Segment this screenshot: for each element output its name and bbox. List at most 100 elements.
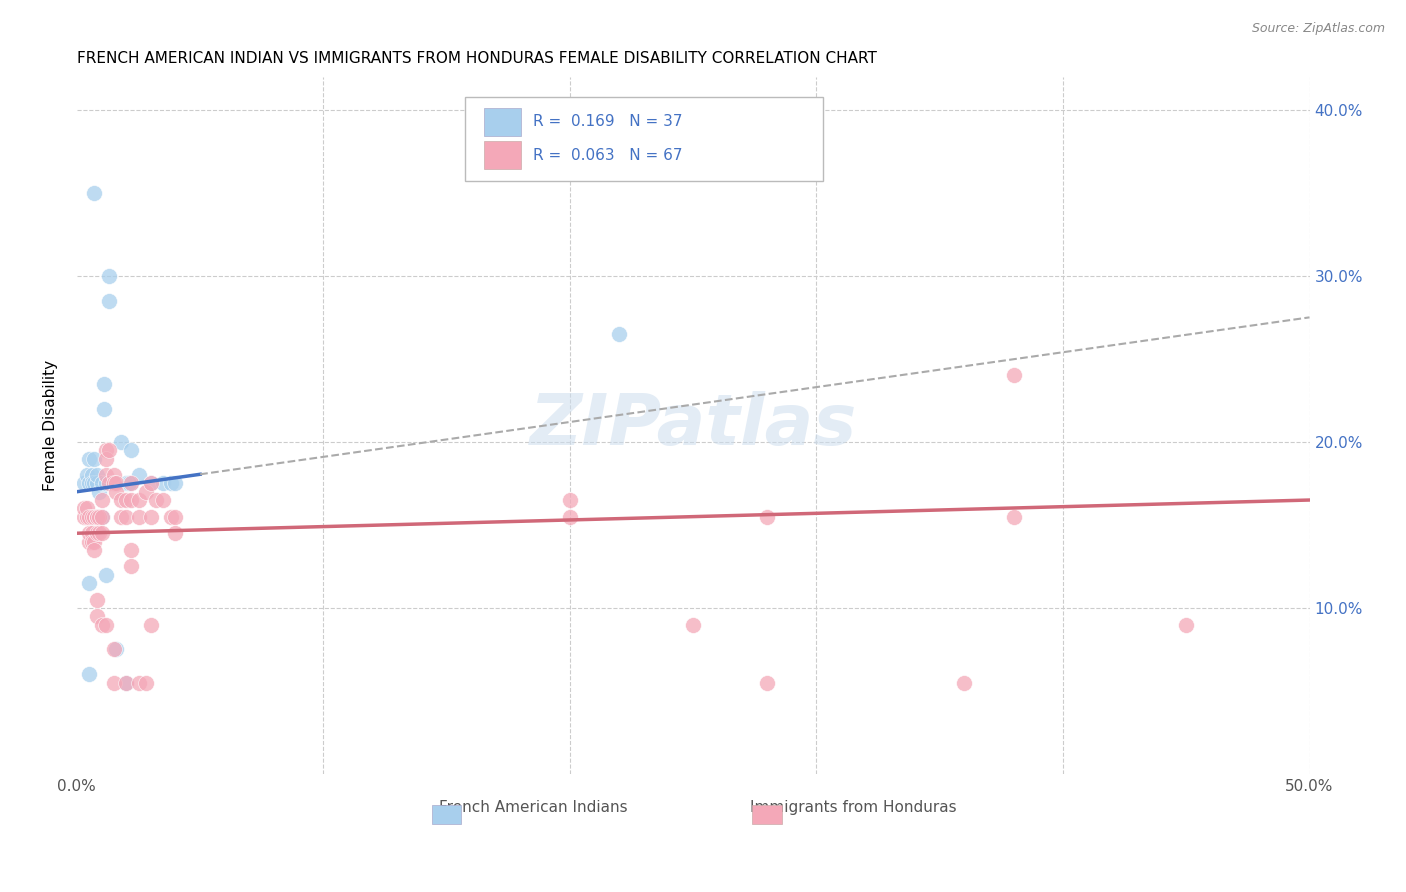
Point <box>83 534 105 549</box>
Text: Source: ZipAtlas.com: Source: ZipAtlas.com <box>1251 22 1385 36</box>
Point <box>86 609 108 624</box>
Point <box>120 443 142 458</box>
Point <box>128 468 150 483</box>
Point <box>117 476 139 491</box>
Point <box>80 526 103 541</box>
Point <box>77 509 100 524</box>
Point <box>115 675 138 690</box>
Text: Immigrants from Honduras: Immigrants from Honduras <box>751 800 956 815</box>
Point <box>96 451 118 466</box>
Point <box>115 476 138 491</box>
Point <box>115 675 138 690</box>
Point <box>159 476 181 491</box>
Point <box>110 509 132 524</box>
Point <box>76 501 98 516</box>
Point <box>139 476 162 491</box>
Point <box>105 484 128 499</box>
Y-axis label: Female Disability: Female Disability <box>44 359 58 491</box>
Point <box>86 592 108 607</box>
Point <box>77 451 100 466</box>
Point <box>1002 368 1025 383</box>
Point <box>96 443 118 458</box>
Point <box>90 526 112 541</box>
Point <box>80 509 103 524</box>
Point <box>83 509 105 524</box>
Point <box>165 526 187 541</box>
Point <box>77 526 100 541</box>
Point <box>103 476 125 491</box>
Point <box>86 509 108 524</box>
Point <box>128 509 150 524</box>
Point <box>115 509 138 524</box>
Point <box>558 509 581 524</box>
Point <box>110 434 132 449</box>
Point <box>90 493 112 508</box>
Point <box>115 493 138 508</box>
Text: French American Indians: French American Indians <box>439 800 627 815</box>
Point <box>73 509 96 524</box>
Point <box>73 501 96 516</box>
Point <box>120 476 142 491</box>
Point <box>80 476 103 491</box>
Point <box>97 293 120 308</box>
Point <box>1175 617 1198 632</box>
Point <box>682 617 704 632</box>
Text: R =  0.063   N = 67: R = 0.063 N = 67 <box>533 148 682 163</box>
Point <box>558 493 581 508</box>
Point <box>139 476 162 491</box>
Point <box>105 476 128 491</box>
Point <box>953 675 976 690</box>
Text: ZIPatlas: ZIPatlas <box>530 391 856 459</box>
Point <box>103 642 125 657</box>
Point <box>128 493 150 508</box>
Bar <box>432 805 461 824</box>
Point <box>139 617 162 632</box>
Point <box>96 476 118 491</box>
Point <box>165 476 187 491</box>
Point <box>80 468 103 483</box>
Point <box>86 468 108 483</box>
Point <box>103 675 125 690</box>
Point <box>87 509 110 524</box>
Point <box>110 493 132 508</box>
Point <box>77 534 100 549</box>
Point <box>105 642 128 657</box>
Bar <box>484 108 520 136</box>
Text: R =  0.169   N = 37: R = 0.169 N = 37 <box>533 114 682 129</box>
Point <box>83 186 105 200</box>
Point <box>152 493 174 508</box>
Point <box>152 476 174 491</box>
Point <box>80 534 103 549</box>
Point <box>120 559 142 574</box>
Point <box>128 675 150 690</box>
Point <box>145 493 167 508</box>
Point <box>83 451 105 466</box>
Point <box>90 617 112 632</box>
Point <box>105 476 128 491</box>
Point <box>1002 509 1025 524</box>
Point <box>76 468 98 483</box>
Point <box>90 476 112 491</box>
Point <box>103 476 125 491</box>
Point <box>90 509 112 524</box>
Point <box>139 509 162 524</box>
Point <box>76 509 98 524</box>
Point <box>756 509 779 524</box>
Point <box>165 509 187 524</box>
Point <box>135 675 157 690</box>
Point <box>77 476 100 491</box>
Point <box>756 675 779 690</box>
Point <box>77 576 100 591</box>
Point <box>96 567 118 582</box>
Point <box>73 476 96 491</box>
Point <box>77 667 100 681</box>
Point <box>120 542 142 557</box>
Point <box>120 493 142 508</box>
Point <box>607 326 630 341</box>
Point <box>93 401 115 416</box>
Point <box>97 443 120 458</box>
Point <box>86 526 108 541</box>
Point <box>103 468 125 483</box>
Bar <box>484 142 520 169</box>
Point <box>87 526 110 541</box>
